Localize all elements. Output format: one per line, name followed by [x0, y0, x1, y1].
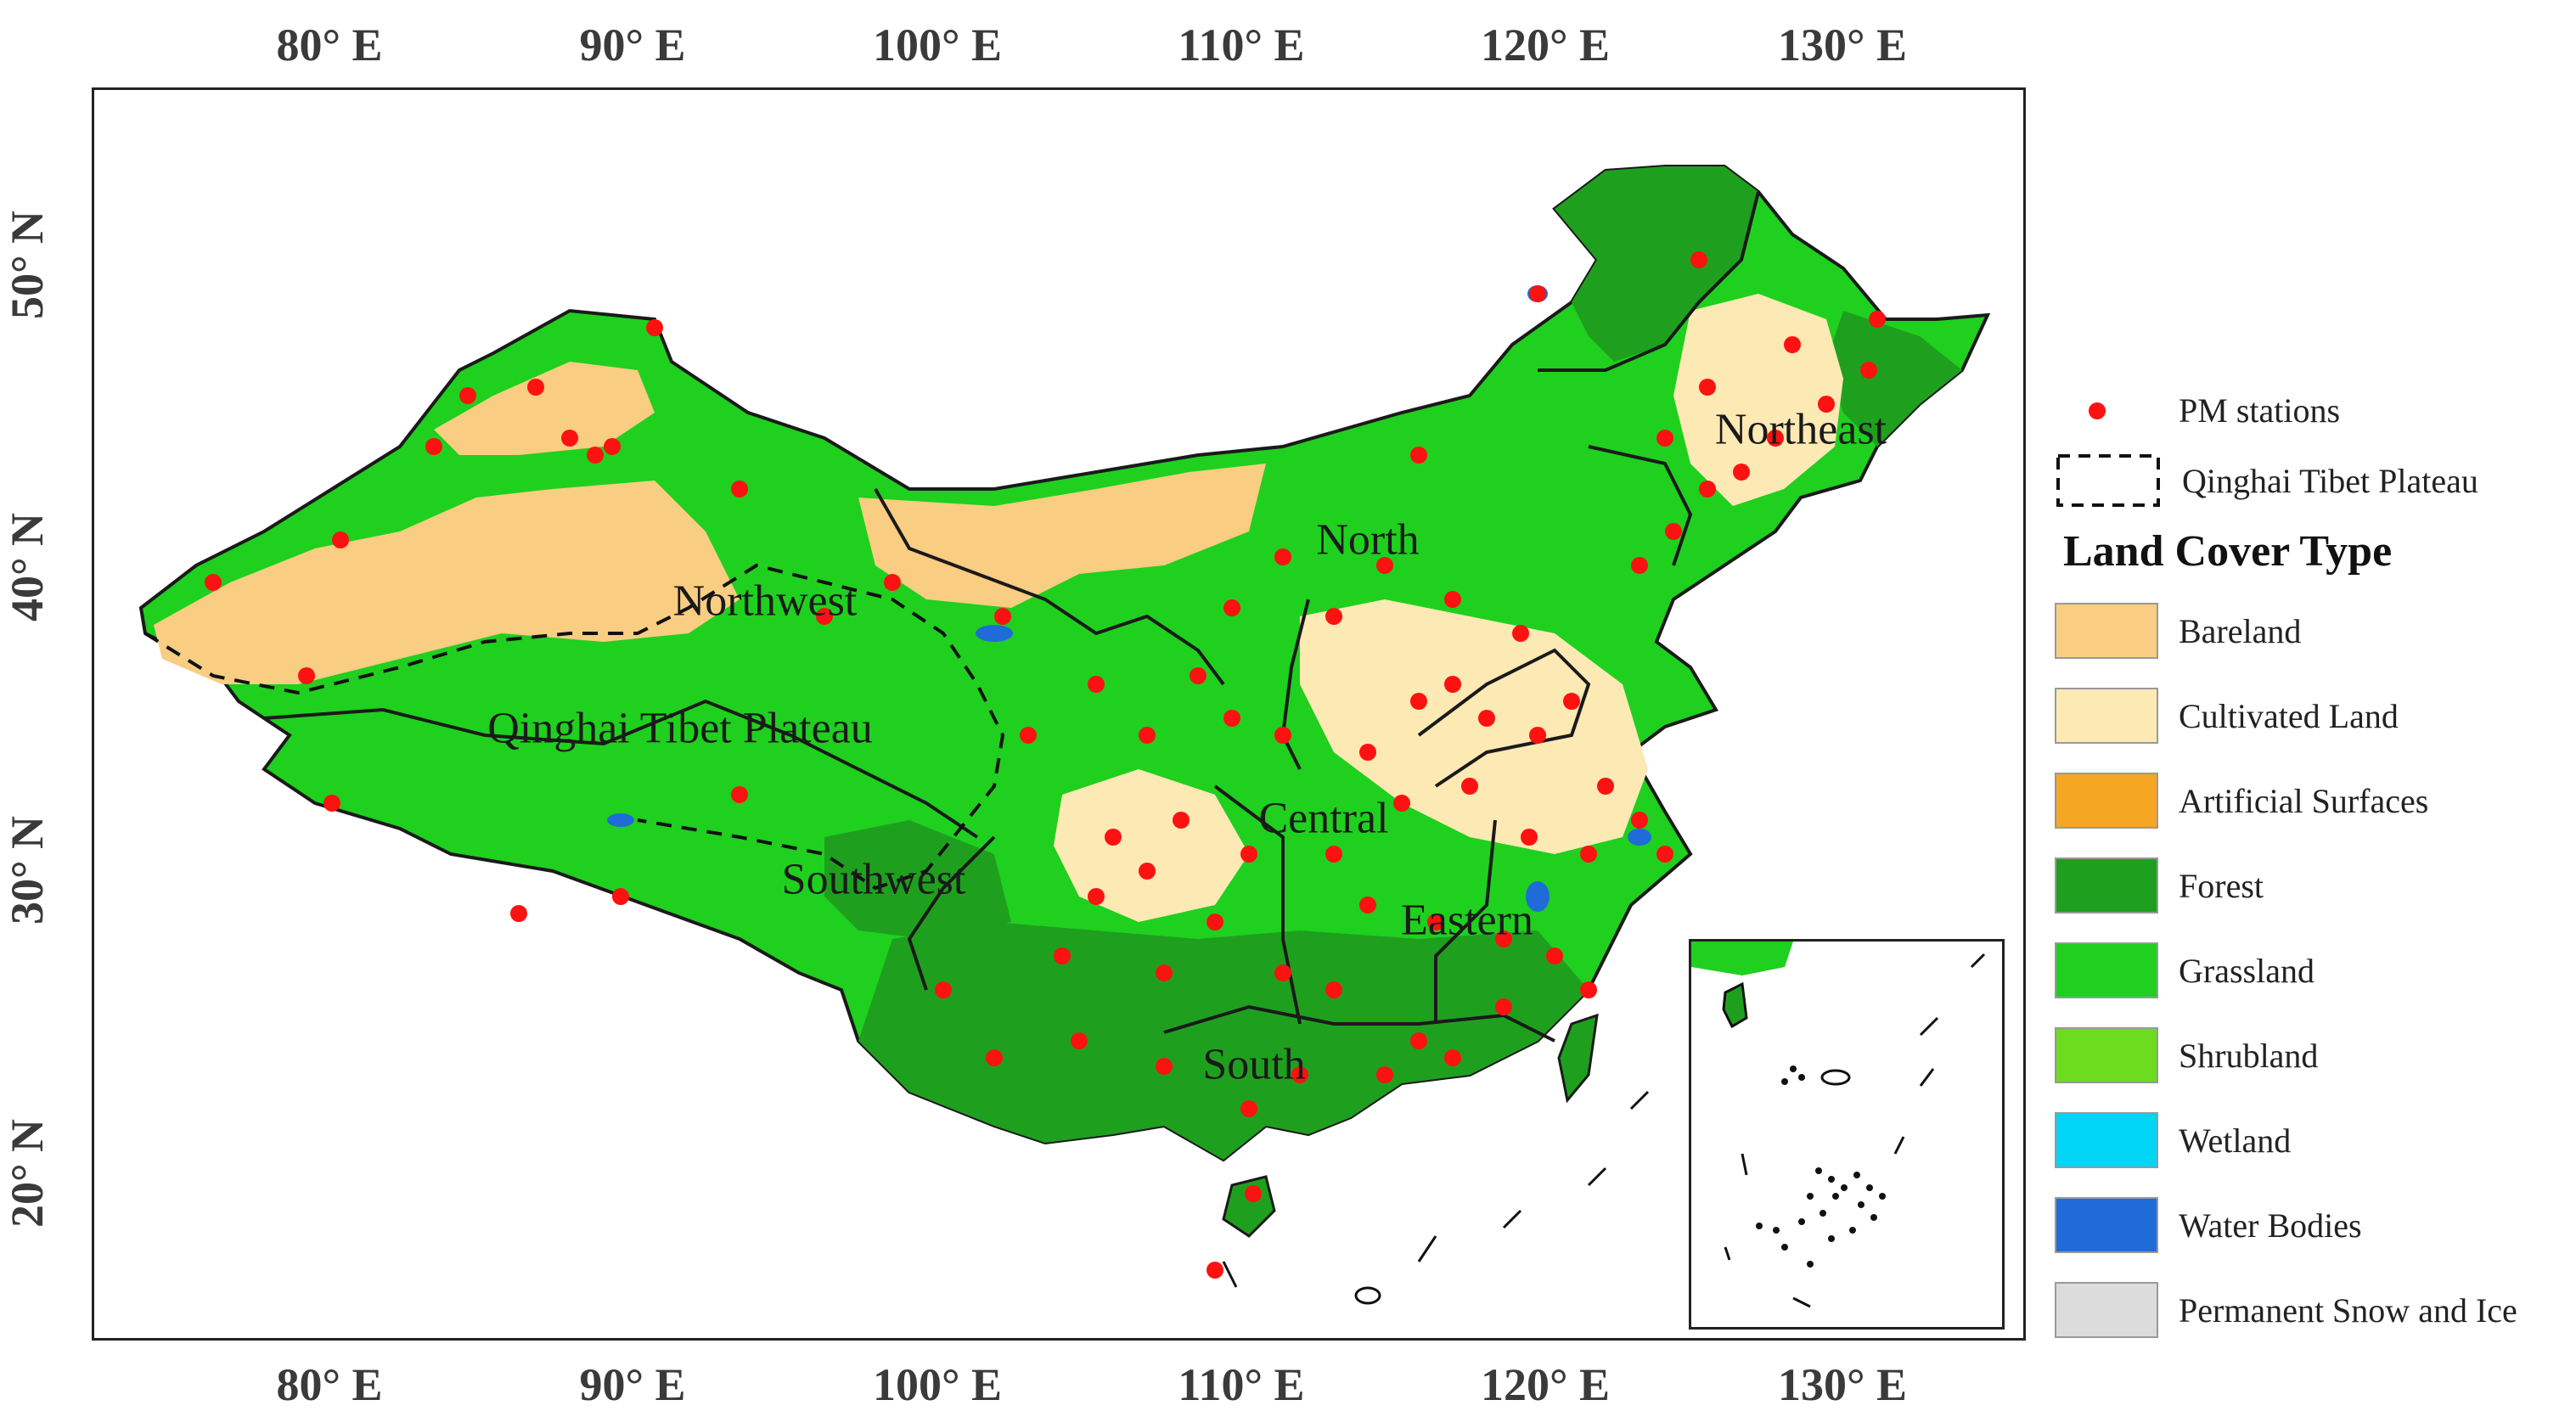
legend-swatch-grassland [2055, 942, 2158, 998]
south-sea-islands [1222, 1090, 1650, 1305]
legend-swatch-cultivated-land [2055, 688, 2158, 744]
region-label-northeast: Northeast [1714, 405, 1887, 454]
legend-swatch-artificial-surfaces [2055, 773, 2158, 829]
lon-tick-top-130: 130° E [1777, 20, 1908, 70]
legend-row-forest: Forest [2055, 857, 2264, 914]
lon-tick-top-120: 120° E [1480, 20, 1611, 70]
legend-row-artificial-surfaces: Artificial Surfaces [2055, 773, 2428, 829]
legend-label-plateau: Qinghai Tibet Plateau [2182, 461, 2478, 500]
lat-tick-20: 20° N [2, 1118, 53, 1228]
forest-changbai [1826, 311, 1962, 447]
lake-taihu [1628, 829, 1651, 846]
legend-label-shrubland: Shrubland [2179, 1036, 2319, 1075]
legend-swatch-water-bodies [2055, 1197, 2158, 1253]
south-china-sea-inset [1689, 939, 2005, 1330]
lon-tick-bottom-100: 100° E [872, 1359, 1003, 1410]
forest-southwest [824, 820, 1011, 939]
legend-label-bareland: Bareland [2179, 611, 2302, 650]
legend-row-pm-stations: PM stations [2055, 391, 2340, 430]
region-label-south: South [1202, 1040, 1306, 1089]
cultivated-north-china [1300, 599, 1648, 854]
lake-tibet [607, 813, 634, 827]
region-label-qinghai-tibet-plateau: Qinghai Tibet Plateau [487, 704, 873, 753]
legend-row-wetland: Wetland [2055, 1112, 2291, 1168]
legend-label-artificial-surfaces: Artificial Surfaces [2179, 781, 2429, 820]
legend-row-grassland: Grassland [2055, 942, 2314, 998]
lon-tick-top-80: 80° E [276, 20, 383, 70]
legend-swatch-permanent-snow-and-ice [2055, 1282, 2158, 1338]
pm-stations [205, 251, 1886, 1279]
cultivated-northeast [1673, 294, 1843, 506]
lon-tick-bottom-80: 80° E [276, 1359, 383, 1410]
lon-tick-top-90: 90° E [579, 20, 686, 70]
lat-tick-50: 50° N [2, 210, 53, 320]
lon-tick-bottom-90: 90° E [579, 1359, 686, 1410]
station-dot-icon [2089, 402, 2106, 419]
legend-label-forest: Forest [2179, 866, 2264, 905]
bareland-gobi [858, 464, 1266, 608]
region-label-central: Central [1258, 794, 1389, 843]
legend-swatch-bareland [2055, 603, 2158, 659]
region-label-eastern: Eastern [1401, 896, 1533, 945]
map-frame: Northeast North Northwest Qinghai Tibet … [92, 87, 2026, 1341]
lon-tick-bottom-110: 110° E [1178, 1359, 1305, 1410]
legend-row-water-bodies: Water Bodies [2055, 1197, 2362, 1253]
legend-row-cultivated-land: Cultivated Land [2055, 688, 2399, 744]
legend-row-plateau: Qinghai Tibet Plateau [2055, 453, 2478, 509]
legend-row-permanent-snow-and-ice: Permanent Snow and Ice [2055, 1282, 2517, 1338]
lake-poyang [1526, 881, 1550, 912]
china-land-cover-map [138, 165, 1991, 1305]
forest-south [858, 922, 1589, 1160]
taiwan-island [1557, 1013, 1599, 1104]
lake-qinghai [976, 625, 1013, 642]
legend-row-bareland: Bareland [2055, 603, 2301, 659]
legend-label-water-bodies: Water Bodies [2179, 1206, 2362, 1245]
plateau-dashed-boundary [143, 563, 1005, 891]
bareland-dzungaria [434, 362, 655, 455]
region-label-southwest: Southwest [781, 855, 966, 904]
legend-label-cultivated-land: Cultivated Land [2179, 696, 2399, 735]
legend-label-wetland: Wetland [2179, 1121, 2292, 1160]
region-label-northwest: Northwest [672, 576, 858, 626]
legend-label-permanent-snow-and-ice: Permanent Snow and Ice [2179, 1290, 2517, 1330]
lat-tick-40: 40° N [2, 512, 53, 622]
cultivated-sichuan [1054, 769, 1249, 922]
dashed-box-icon [2056, 454, 2160, 507]
forest-northeast [1555, 166, 1758, 362]
lon-tick-top-110: 110° E [1178, 20, 1305, 70]
legend-label-pm-stations: PM stations [2179, 391, 2341, 430]
legend-swatch-forest [2055, 857, 2158, 914]
legend-row-shrubland: Shrubland [2055, 1027, 2318, 1083]
legend-swatch-wetland [2055, 1112, 2158, 1168]
lon-tick-bottom-120: 120° E [1480, 1359, 1611, 1410]
lat-tick-30: 30° N [2, 815, 53, 925]
lon-tick-top-100: 100° E [872, 20, 1003, 70]
lon-tick-bottom-130: 130° E [1777, 1359, 1908, 1410]
legend-label-grassland: Grassland [2179, 951, 2314, 990]
region-boundaries [263, 191, 1760, 1043]
hainan-island [1222, 1175, 1276, 1238]
legend-title: Land Cover Type [2063, 527, 2393, 576]
region-label-north: North [1316, 515, 1420, 565]
legend-swatch-shrubland [2055, 1027, 2158, 1083]
